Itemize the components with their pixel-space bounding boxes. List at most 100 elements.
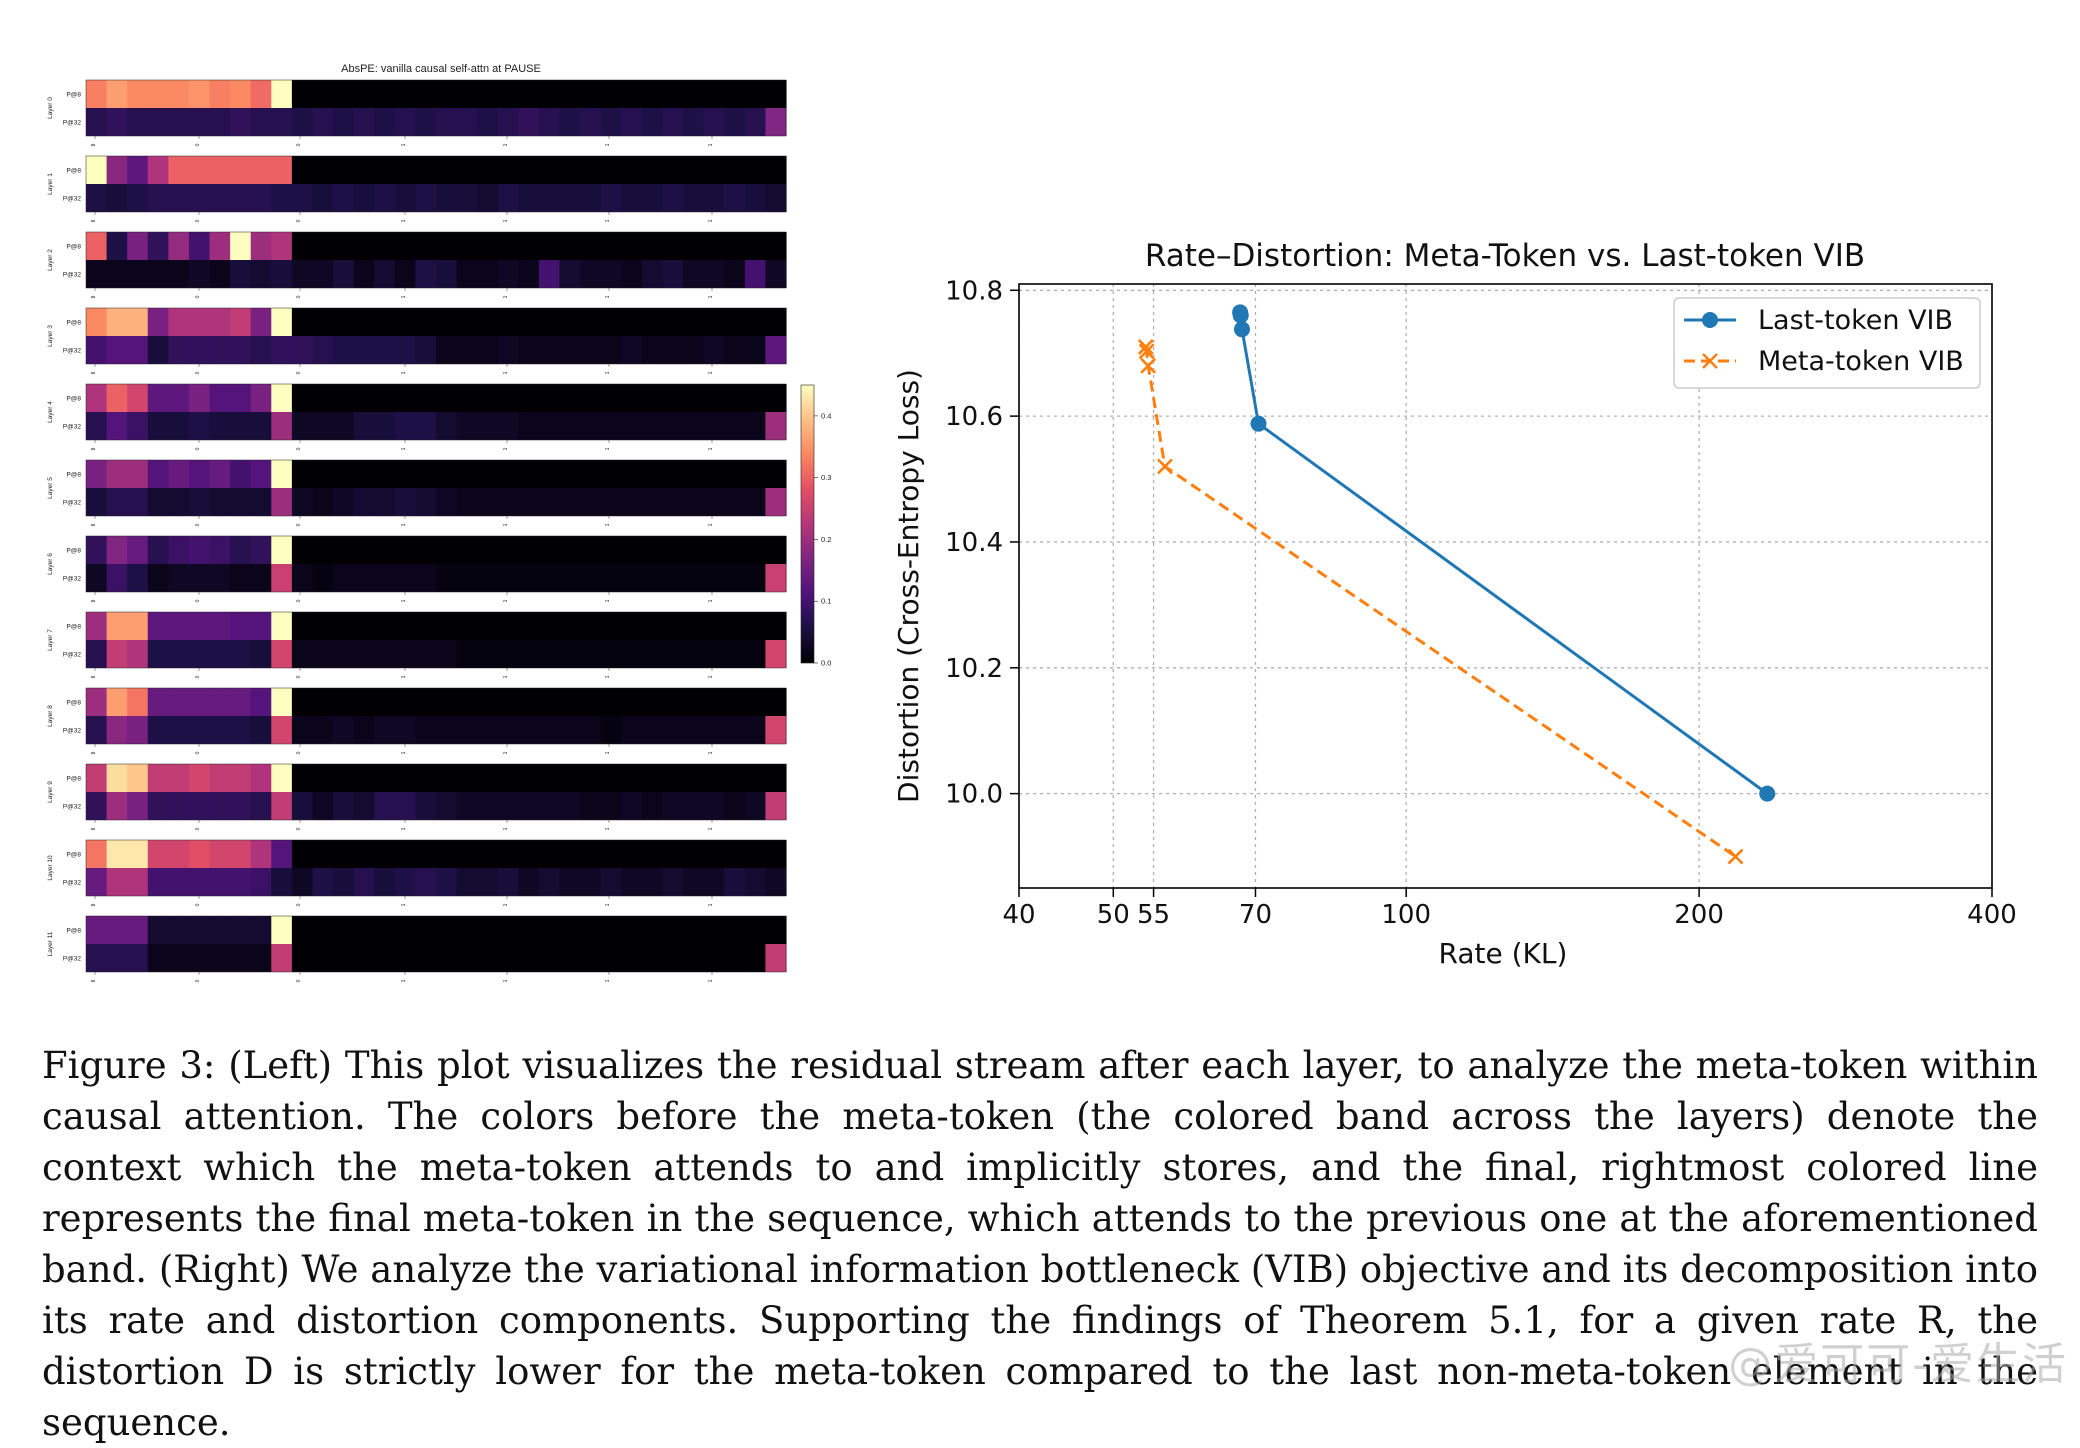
heatmap-cell (394, 916, 417, 944)
heatmap-cell (436, 916, 458, 944)
heatmap-cell (497, 156, 519, 184)
heatmap-cell (621, 232, 643, 260)
x-tick-label: 40 (1002, 900, 1035, 930)
heatmap-cell (765, 336, 787, 364)
heatmap-x-tick-label: 0 (195, 143, 201, 146)
watermark: @爱可可-爱生活 (1728, 1339, 2068, 1390)
heatmap-x-tick-label: 8 (91, 371, 97, 374)
heatmap-cell (415, 612, 437, 640)
heatmap-x-tick-label: 1 (605, 599, 611, 602)
heatmap-cell (744, 792, 767, 820)
heatmap-cell (147, 412, 169, 440)
heatmap-cell (600, 460, 622, 488)
heatmap-cell (559, 108, 581, 136)
heatmap-cell (538, 840, 561, 868)
heatmap-cell (600, 308, 622, 336)
heatmap-cell (312, 536, 334, 564)
heatmap-x-tick-label: 8 (91, 143, 97, 146)
heatmap-cell (127, 688, 149, 716)
heatmap-cell (333, 336, 355, 364)
heatmap-cell (436, 336, 458, 364)
heatmap-cell (497, 792, 519, 820)
heatmap-cell (703, 612, 725, 640)
heatmap-cell (188, 460, 211, 488)
heatmap-cell (250, 536, 272, 564)
heatmap-cell (765, 184, 787, 212)
heatmap-cell (188, 944, 211, 972)
heatmap-cell (353, 944, 375, 972)
heatmap-cell (374, 384, 396, 412)
heatmap-cell (147, 384, 169, 412)
legend-entry: Last-token VIB (1684, 305, 1953, 336)
heatmap-cell (477, 232, 499, 260)
heatmap-cell (147, 308, 169, 336)
heatmap-cell (188, 156, 211, 184)
heatmap-cell (230, 336, 252, 364)
heatmap-cell (333, 308, 355, 336)
heatmap-cell (703, 564, 725, 592)
heatmap-cell (333, 916, 355, 944)
heatmap-cell (621, 412, 643, 440)
heatmap-cell (86, 916, 108, 944)
heatmap-cell (744, 840, 767, 868)
heatmap-cell (271, 80, 293, 108)
heatmap-cell (394, 840, 417, 868)
heatmap-x-tick-label: 1 (401, 523, 407, 526)
heatmap-cell (621, 612, 643, 640)
heatmap-cell (127, 460, 149, 488)
heatmap-cell (436, 840, 458, 868)
heatmap-layer: Layer 3 P@8 P@32 8 0 0 1 1 1 1 (47, 307, 787, 374)
heatmap-frame (85, 687, 787, 745)
heatmap-cell (168, 612, 190, 640)
heatmap-cell (641, 536, 664, 564)
heatmap-cell (250, 916, 272, 944)
heatmap-x-tick-label: 1 (503, 371, 509, 374)
heatmap-cell (230, 564, 252, 592)
heatmap-cell (765, 916, 787, 944)
heatmap-cell (538, 564, 561, 592)
heatmap-cell (477, 536, 499, 564)
heatmap-x-tick-label: 8 (91, 903, 97, 906)
x-tick-label: 50 (1097, 900, 1130, 930)
heatmap-cell (580, 308, 602, 336)
heatmap-cell (456, 716, 478, 744)
heatmap-cell (106, 460, 128, 488)
heatmap-cell (662, 868, 684, 896)
heatmap-cell (765, 640, 787, 668)
heatmap-cell (641, 944, 664, 972)
heatmap-row-label: P@8 (66, 928, 81, 935)
heatmap-cell (600, 944, 622, 972)
heatmap-cell (456, 412, 478, 440)
heatmap-cell (106, 308, 128, 336)
heatmap-cell (744, 384, 767, 412)
heatmap-cell (394, 232, 417, 260)
colorbar-tick-label: 0.3 (821, 473, 831, 482)
heatmap-cell (353, 232, 375, 260)
heatmap-cell (312, 308, 334, 336)
heatmap-x-tick-label: 0 (195, 599, 201, 602)
heatmap-cell (209, 488, 231, 516)
heatmap-cell (456, 488, 478, 516)
heatmap-x-tick-label: 1 (503, 979, 509, 982)
heatmap-cell (703, 840, 725, 868)
heatmap-cell (436, 232, 458, 260)
heatmap-cell (600, 764, 622, 792)
colorbar-ticks: 0.0 0.1 0.2 0.3 0.4 (814, 411, 831, 668)
heatmap-cell (188, 792, 211, 820)
heatmap-cell (641, 688, 664, 716)
heatmap-cell (271, 260, 293, 288)
heatmap-row-label: P@32 (63, 196, 82, 203)
heatmap-cell (600, 688, 622, 716)
heatmap-row-label: P@8 (66, 776, 81, 783)
heatmap-cell (147, 536, 169, 564)
heatmap-x-tick-label: 1 (401, 371, 407, 374)
heatmap-x-tick-label: 1 (503, 523, 509, 526)
heatmap-cell (374, 460, 396, 488)
heatmap-cell (538, 80, 561, 108)
heatmap-x-tick-label: 0 (296, 295, 302, 298)
heatmap-cell (271, 384, 293, 412)
heatmap-cell (497, 184, 519, 212)
heatmap-cell (662, 108, 684, 136)
heatmap-cell (744, 944, 767, 972)
heatmap-cell (209, 868, 231, 896)
